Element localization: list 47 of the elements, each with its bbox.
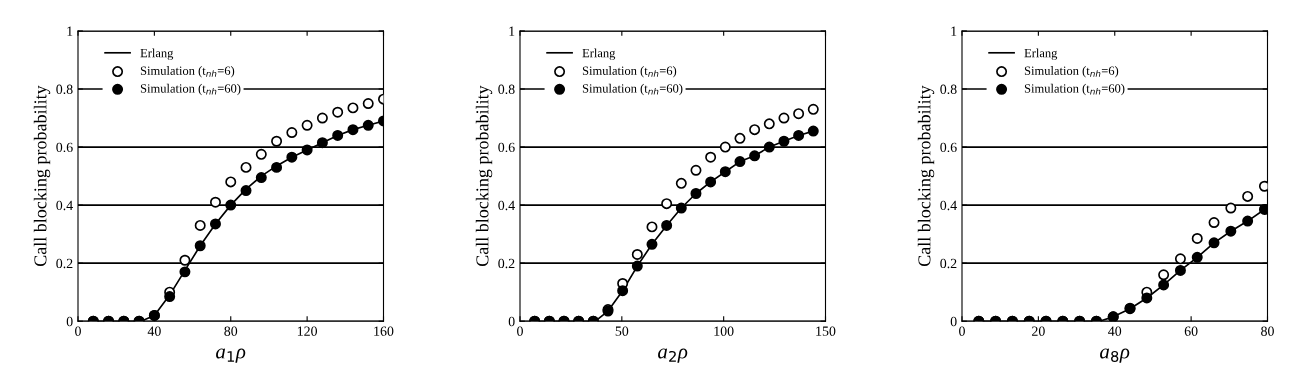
y-tick-label: 0.8 xyxy=(940,84,957,95)
legend-label: Simulation (t$_{nh}$=6) xyxy=(582,66,677,78)
legend-label: Simulation (t$_{nh}$=60) xyxy=(140,83,241,96)
x-tick-label: 100 xyxy=(714,326,734,336)
x-tick-label: 160 xyxy=(374,326,394,336)
x-tick-label: 0 xyxy=(517,326,523,336)
y-tick-label: 0.8 xyxy=(56,84,73,95)
y-tick-label: 0.6 xyxy=(940,142,957,153)
y-tick-label: 0.2 xyxy=(940,258,957,269)
x-axis-title: a$_{8}$ρ xyxy=(1100,348,1130,363)
y-tick-label: 1 xyxy=(67,26,73,36)
x-axis-title: a$_{1}$ρ xyxy=(216,348,246,363)
legend-label: Erlang xyxy=(1024,48,1058,60)
x-tick-label: 40 xyxy=(1108,326,1122,336)
y-tick-label: 0.2 xyxy=(56,258,73,269)
y-tick-label: 1 xyxy=(509,26,515,36)
y-tick-label: 0.6 xyxy=(56,142,73,153)
y-tick-label: 0.4 xyxy=(940,200,957,211)
legend-label: Erlang xyxy=(140,48,174,60)
x-tick-label: 60 xyxy=(1184,326,1198,336)
y-tick-label: 0 xyxy=(66,316,73,327)
x-tick-label: 120 xyxy=(297,326,318,336)
y-axis-title: Call blocking probability xyxy=(33,85,51,267)
y-tick-label: 0 xyxy=(508,316,515,327)
legend-label: Simulation (t$_{nh}$=60) xyxy=(1024,83,1125,96)
x-tick-label: 150 xyxy=(816,326,836,336)
x-tick-label: 40 xyxy=(147,326,161,336)
x-tick-label: 0 xyxy=(75,326,81,336)
legend-label: Simulation (t$_{nh}$=6) xyxy=(1024,66,1119,78)
x-tick-label: 80 xyxy=(1261,326,1274,336)
y-axis-title: Call blocking probability xyxy=(475,85,493,267)
x-tick-label: 0 xyxy=(959,326,965,336)
y-tick-label: 0.4 xyxy=(56,200,73,211)
x-tick-label: 50 xyxy=(615,326,629,336)
legend-label: Simulation (t$_{nh}$=60) xyxy=(582,83,683,96)
y-tick-label: 0.4 xyxy=(498,200,515,211)
legend-label: Simulation (t$_{nh}$=6) xyxy=(140,66,235,78)
x-axis-title: a$_{2}$ρ xyxy=(658,348,688,363)
x-tick-label: 80 xyxy=(224,326,238,336)
y-tick-label: 0 xyxy=(950,316,957,327)
x-tick-label: 20 xyxy=(1032,326,1045,336)
y-tick-label: 0.6 xyxy=(498,142,515,153)
y-tick-label: 0.2 xyxy=(498,258,515,269)
y-tick-label: 1 xyxy=(951,26,957,36)
legend-label: Erlang xyxy=(582,48,616,60)
y-tick-label: 0.8 xyxy=(498,84,515,95)
y-axis-title: Call blocking probability xyxy=(917,85,935,267)
